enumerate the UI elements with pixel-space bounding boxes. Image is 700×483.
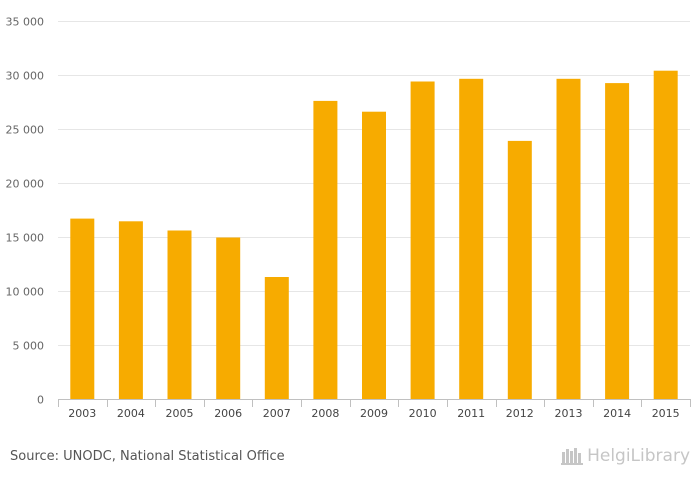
x-tick-label: 2009	[360, 407, 388, 420]
y-tick-label: 30 000	[6, 70, 45, 83]
bar	[167, 230, 192, 399]
y-tick-label: 5 000	[13, 340, 45, 353]
bar	[605, 83, 630, 399]
x-tick-label: 2005	[166, 407, 194, 420]
x-tick-label: 2006	[214, 407, 242, 420]
y-tick-label: 10 000	[6, 286, 45, 299]
x-tick-label: 2015	[652, 407, 680, 420]
x-tick-label: 2011	[457, 407, 485, 420]
bar	[362, 111, 386, 399]
x-tick-label: 2008	[311, 407, 339, 420]
x-tick-label: 2013	[555, 407, 583, 420]
y-tick-label: 15 000	[6, 232, 45, 245]
x-tick-label: 2010	[409, 407, 437, 420]
x-tick-label: 2007	[263, 407, 291, 420]
bar	[653, 70, 678, 399]
bar	[264, 277, 289, 399]
x-axis: 2003 2004 2005 2006 2007 2008 2009 2010 2011 2012…	[58, 399, 691, 420]
bar	[313, 100, 338, 400]
source-note: Source: UNODC, National Statistical Offi…	[10, 449, 285, 464]
brand-name: HelgiLibrary	[587, 446, 690, 466]
y-tick-label: 35 000	[6, 16, 45, 29]
y-tick-label: 0	[37, 394, 44, 407]
y-tick-label: 25 000	[6, 124, 45, 137]
x-tick-label: 2003	[68, 407, 96, 420]
bookshelf-icon	[561, 448, 584, 465]
bars	[70, 70, 678, 400]
bar	[118, 221, 143, 399]
x-tick-label: 2014	[603, 407, 631, 420]
y-axis-tick-labels: 0 5 000 10 000 15 000 20 000 25 000 30 000 35 0…	[6, 16, 45, 407]
bar	[216, 237, 241, 399]
brand-logo: HelgiLibrary	[561, 446, 690, 466]
x-tick-label: 2012	[506, 407, 534, 420]
y-tick-label: 20 000	[6, 178, 45, 191]
bar	[459, 78, 484, 400]
bar	[556, 78, 581, 400]
bar	[507, 140, 532, 399]
x-tick-label: 2004	[117, 407, 145, 420]
bar	[410, 81, 435, 399]
bar	[70, 218, 95, 399]
bar-chart: 0 5 000 10 000 15 000 20 000 25 000 30 000 35 0…	[6, 16, 691, 420]
